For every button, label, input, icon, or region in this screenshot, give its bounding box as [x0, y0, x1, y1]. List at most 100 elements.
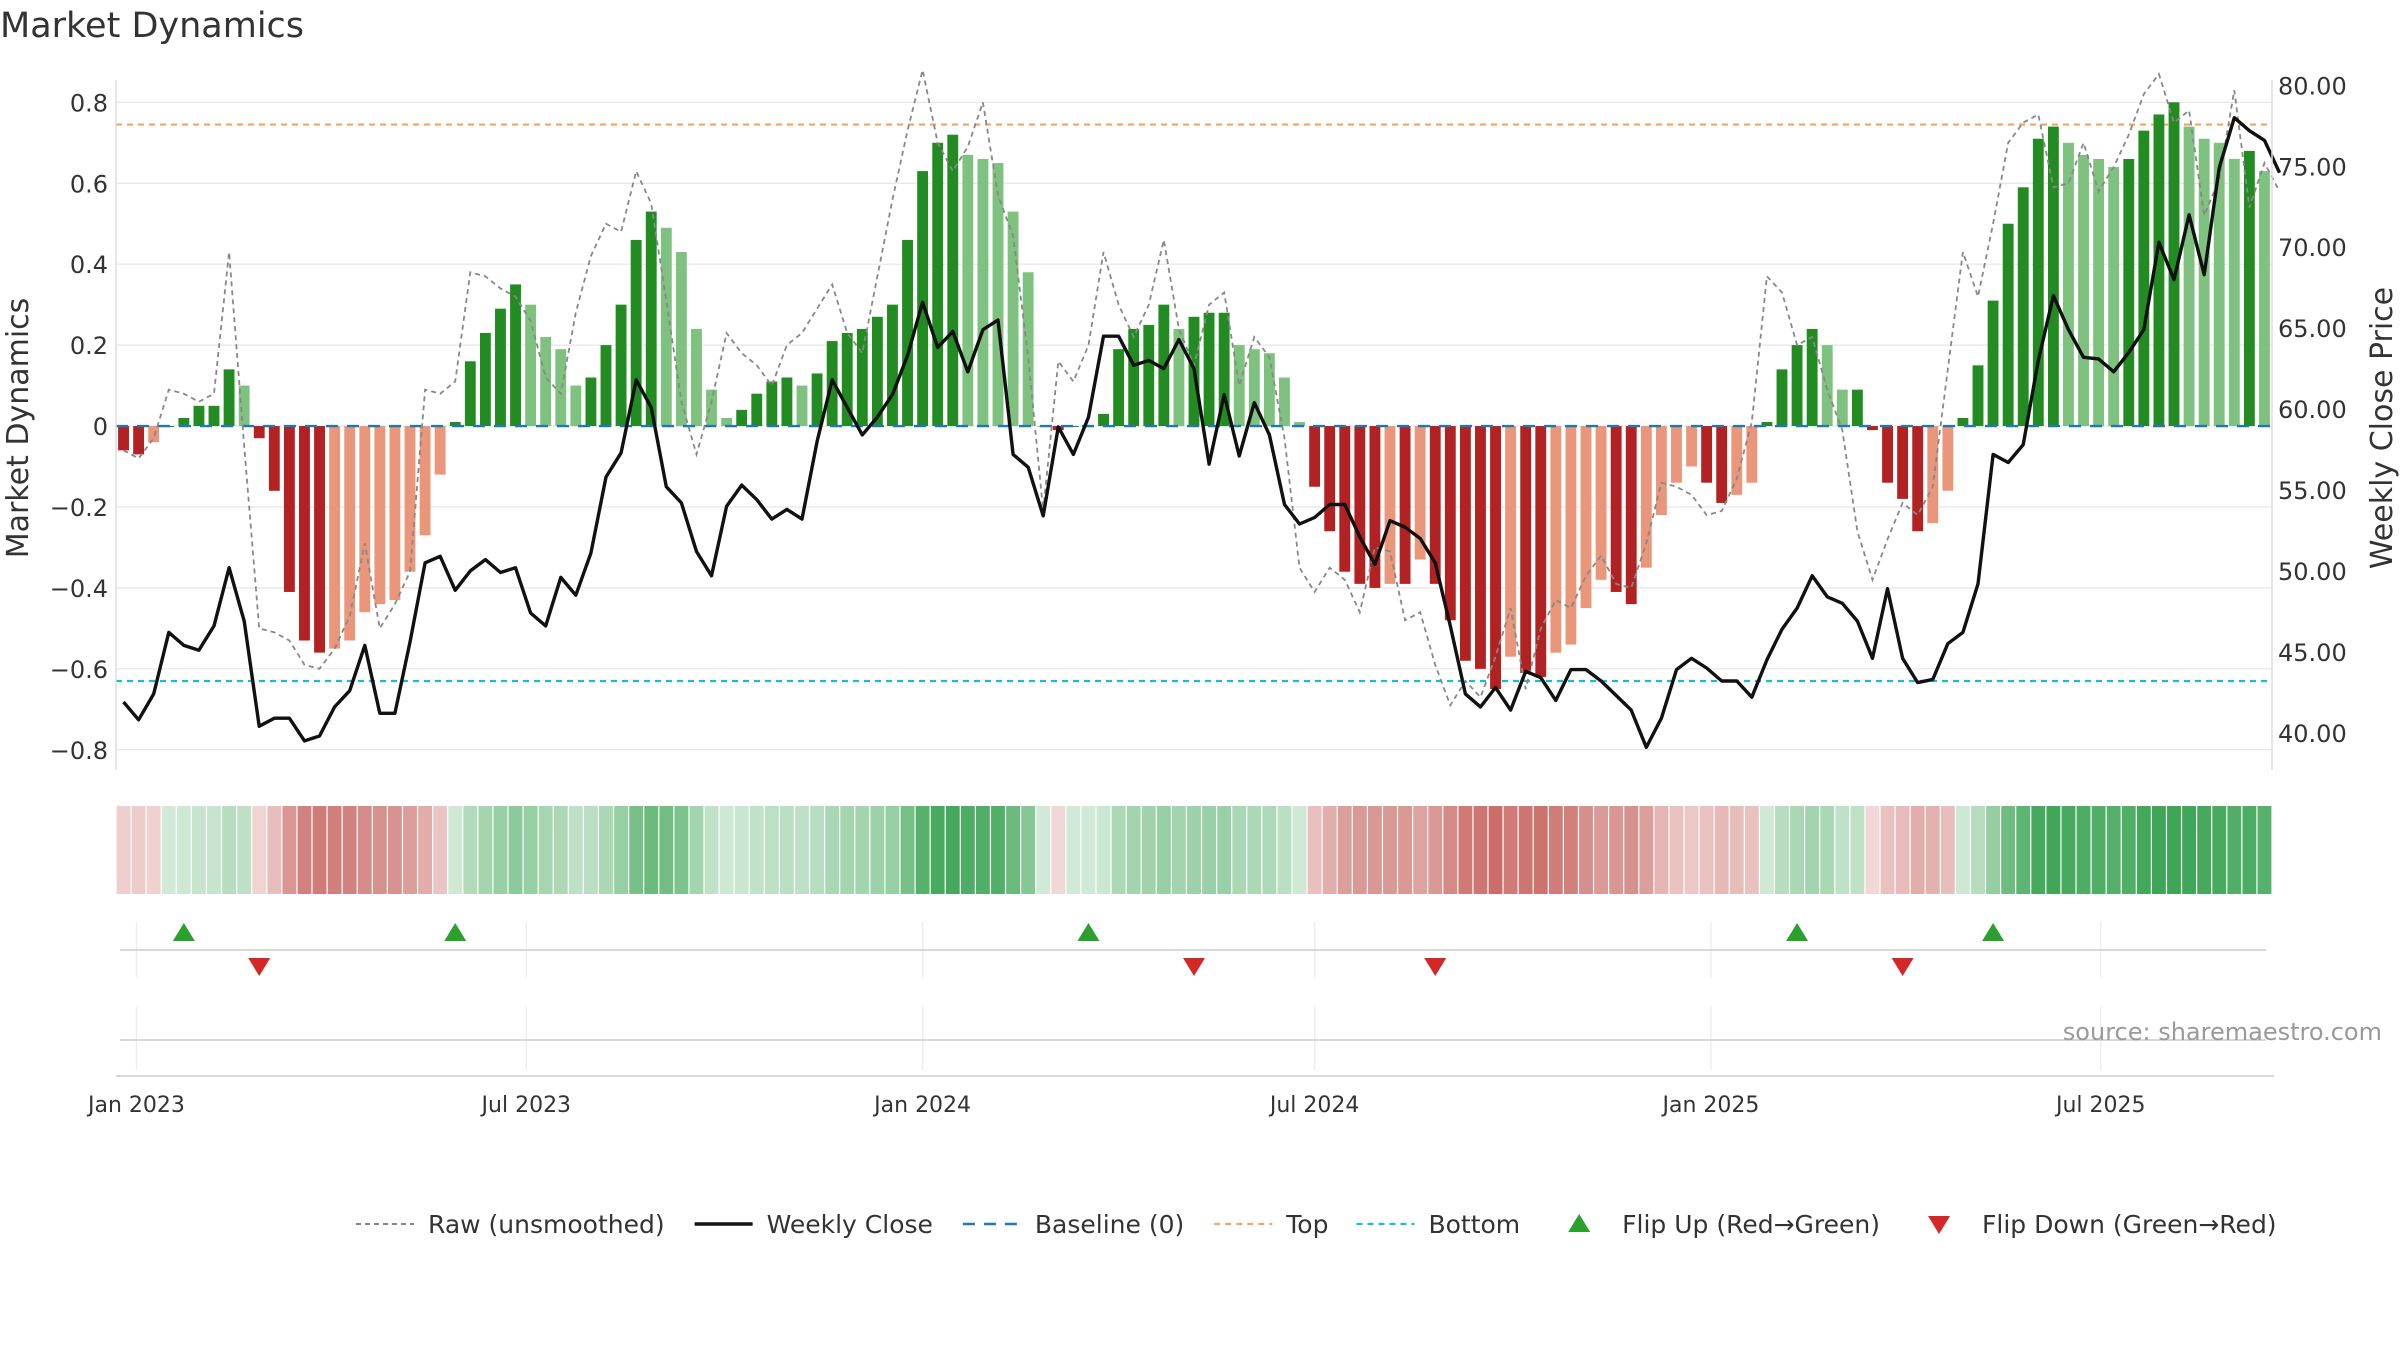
dynamics-bar	[1128, 328, 1140, 427]
right-tick-label: 60.00	[2278, 396, 2347, 424]
flip-up-marker	[172, 923, 195, 941]
dynamics-bar	[1550, 426, 1562, 653]
left-tick-label: −0.4	[50, 575, 108, 603]
dynamics-bar	[434, 426, 446, 475]
regime-strip-cell	[1624, 806, 1639, 894]
dynamics-bar	[992, 163, 1004, 427]
regime-strip-cell	[1563, 806, 1578, 894]
dynamics-bar	[1505, 426, 1517, 657]
regime-strip-cell	[1277, 806, 1292, 894]
regime-strip-cell	[387, 806, 402, 894]
regime-strip-cell	[629, 806, 644, 894]
flip-up-marker	[1077, 923, 1100, 941]
regime-strip-cell	[1021, 806, 1036, 894]
regime-strip-cell	[1775, 806, 1789, 894]
regime-strip-cell	[1548, 806, 1563, 894]
regime-strip-cell	[1081, 806, 1096, 894]
dynamics-bar	[721, 417, 733, 427]
dynamics-bar	[1203, 312, 1215, 427]
regime-strip-cell	[1684, 806, 1699, 894]
dynamics-bar	[1716, 426, 1728, 503]
regime-strip-cell	[538, 806, 553, 894]
dynamics-bar	[1957, 417, 1969, 427]
dynamics-bar	[2138, 130, 2150, 427]
regime-strip-cell	[191, 806, 206, 894]
regime-strip-cell	[146, 806, 161, 894]
regime-strip-cell	[1759, 806, 1774, 894]
dynamics-bar	[1007, 211, 1019, 427]
dynamics-bar	[781, 377, 793, 427]
dynamics-bar	[510, 284, 521, 427]
regime-strip-cell	[2227, 806, 2242, 894]
regime-strip-cell	[1156, 806, 1171, 894]
flip-markers-panel	[120, 923, 2266, 976]
dynamics-bar	[947, 134, 959, 427]
dynamics-bar	[1671, 426, 1682, 483]
dynamics-bar	[1369, 426, 1381, 588]
dynamics-bar	[1655, 426, 1667, 516]
right-axis-title: Weekly Close Price	[2365, 287, 2400, 569]
regime-strip-cell	[1594, 806, 1609, 894]
dynamics-bar	[314, 426, 325, 653]
regime-strip-cell	[1865, 806, 1880, 894]
regime-strip-cell	[991, 806, 1005, 894]
dynamics-bar	[2032, 138, 2044, 427]
regime-strip-cell	[2061, 806, 2076, 894]
regime-strip-cell	[1141, 806, 1156, 894]
dynamics-bar	[208, 405, 220, 427]
dynamics-bar	[1459, 426, 1471, 661]
regime-strip-cell	[1910, 806, 1925, 894]
regime-strip-cell	[2242, 806, 2257, 894]
dynamics-bar	[344, 426, 356, 641]
regime-strip-cell	[1579, 806, 1593, 894]
dynamics-bar	[1384, 426, 1396, 584]
regime-strip-cell	[2136, 806, 2151, 894]
flip-down-marker	[1183, 958, 1205, 976]
regime-strip-cell	[2076, 806, 2091, 894]
regime-strip-cell	[644, 806, 659, 894]
regime-strip-cell	[885, 806, 900, 894]
dynamics-bar	[2047, 126, 2059, 427]
left-tick-label: 0.6	[70, 170, 108, 198]
regime-strip-cell	[1096, 806, 1111, 894]
dynamics-bar	[2108, 167, 2120, 427]
dynamics-bar	[1248, 349, 1260, 427]
dynamics-bar	[917, 171, 929, 427]
regime-strip-cell	[734, 806, 749, 894]
dynamics-bar	[615, 304, 627, 427]
dynamics-bar	[766, 381, 778, 427]
regime-strip-cell	[1805, 806, 1820, 894]
legend-flip-down-swatch	[1928, 1216, 1951, 1234]
dynamics-bar	[1580, 426, 1592, 609]
dynamics-bar	[495, 308, 506, 427]
regime-strip-cell	[2182, 806, 2197, 894]
dynamics-bar	[706, 389, 717, 427]
legend-flip-up-label: Flip Up (Red→Green)	[1622, 1210, 1880, 1239]
legend-flip-down-label: Flip Down (Green→Red)	[1982, 1210, 2277, 1239]
dynamics-bar	[1067, 426, 1079, 428]
x-tick-label: Jan 2023	[86, 1093, 185, 1118]
regime-strip-cell	[222, 806, 237, 894]
regime-strip-cell	[508, 806, 523, 894]
dynamics-bar	[570, 385, 582, 427]
right-tick-label: 50.00	[2278, 558, 2347, 586]
regime-strip-cell	[1473, 806, 1488, 894]
dynamics-bar	[1294, 422, 1305, 427]
legend-flip-up-swatch	[1568, 1214, 1591, 1232]
regime-strip-cell	[1533, 806, 1548, 894]
regime-strip-cell	[1126, 806, 1141, 894]
dynamics-bar	[148, 426, 160, 443]
dynamics-bar	[962, 154, 974, 427]
regime-strip-cell	[855, 806, 870, 894]
dynamics-bar	[1279, 377, 1290, 427]
dynamics-bar	[2153, 114, 2165, 427]
right-tick-label: 80.00	[2278, 72, 2347, 100]
regime-strip-cell	[418, 806, 433, 894]
dynamics-bar	[645, 211, 657, 427]
dynamics-bar	[178, 417, 190, 427]
regime-strip-cell	[583, 806, 598, 894]
dynamics-bar	[2002, 223, 2014, 427]
right-tick-label: 75.00	[2278, 153, 2347, 181]
regime-strip-cell	[342, 806, 357, 894]
dynamics-bar	[585, 377, 597, 427]
